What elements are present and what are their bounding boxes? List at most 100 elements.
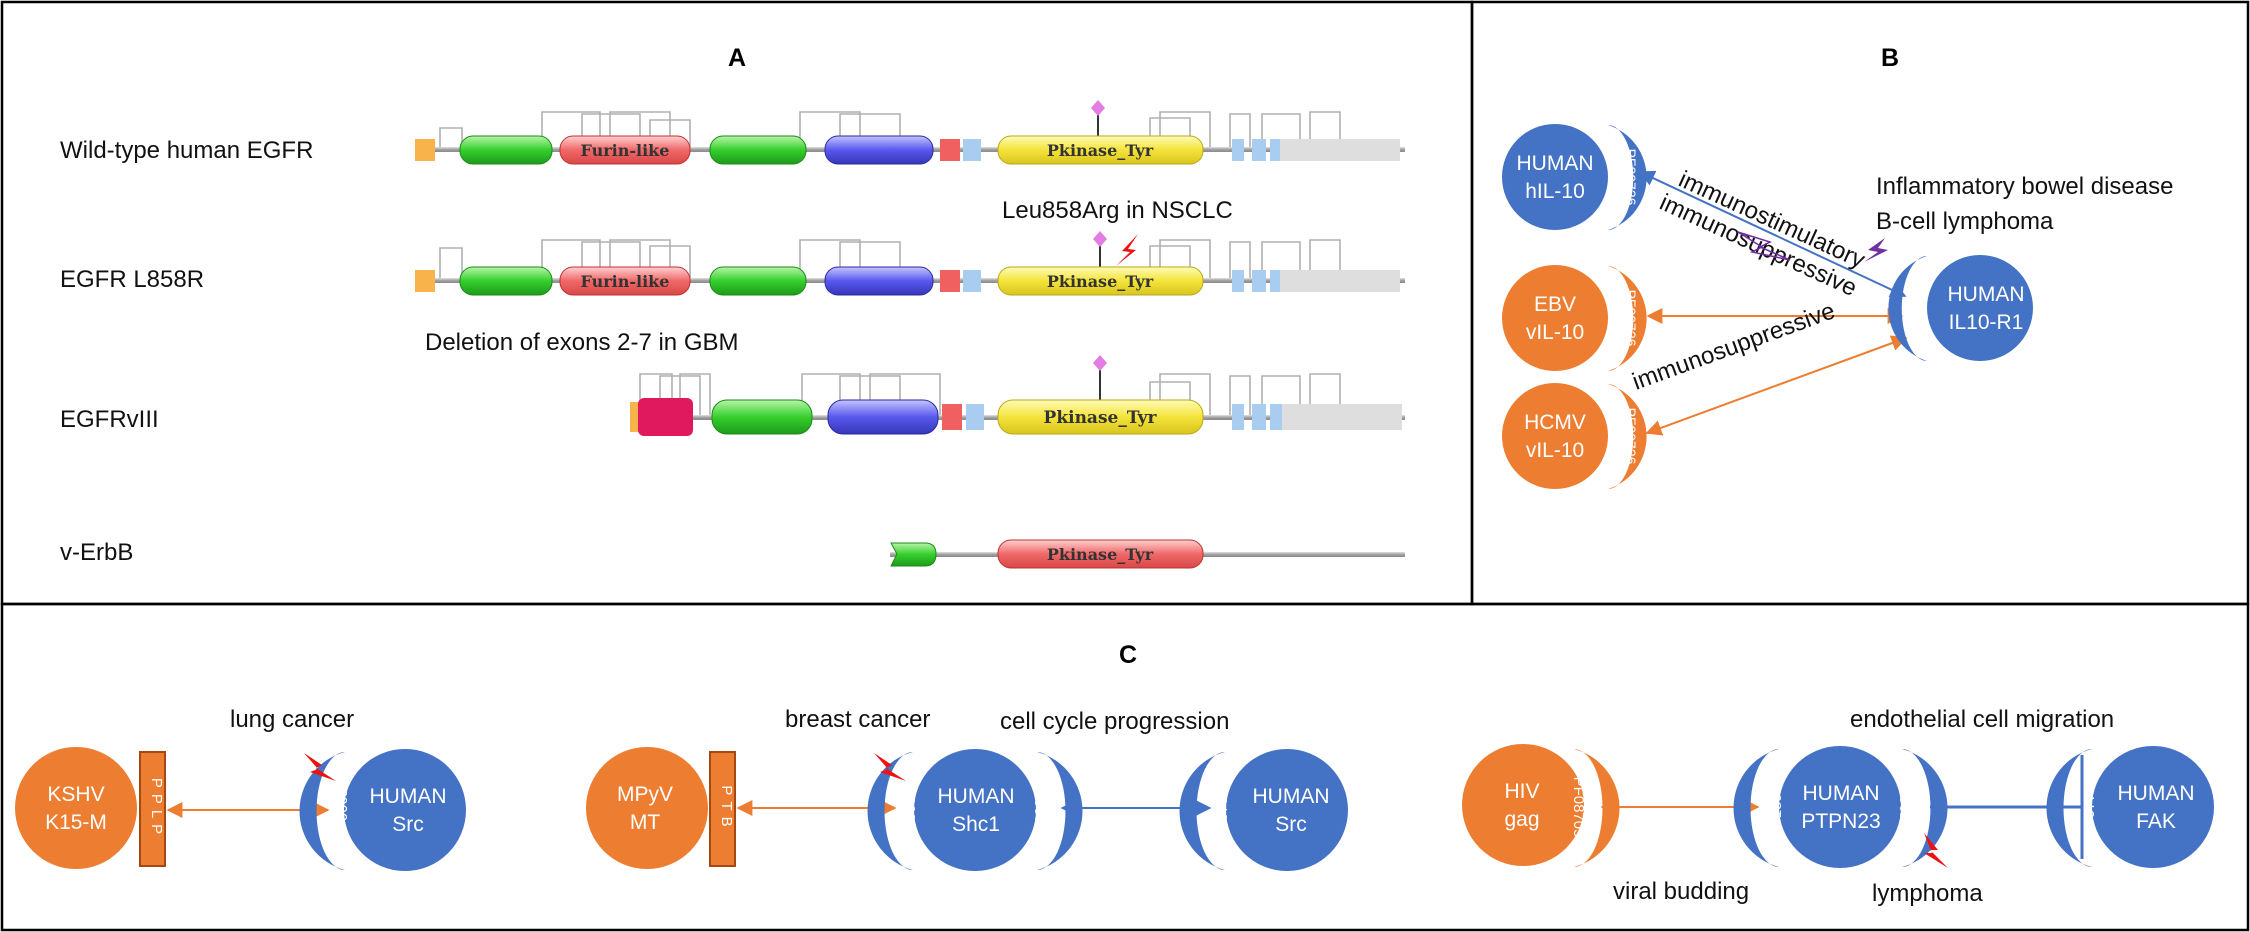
low-complexity-tail: [1282, 404, 1402, 430]
domain-label: PF00726: [1623, 290, 1639, 347]
interaction-hiv-ptpn23-fak: endothelial cell migration viral budding…: [1462, 706, 2214, 907]
receptor-l-fragment: [890, 542, 937, 567]
pkinase-tyr-domain: [997, 539, 1204, 569]
disease-label: Inflammatory bowel disease: [1876, 173, 2173, 200]
protein-row-egfrviii: Deletion of exons 2-7 in GBM EGFRvIII Pk…: [60, 329, 1405, 436]
domain-crescent: [1608, 384, 1647, 489]
pkinase-label: Pkinase_Tyr: [1047, 141, 1154, 160]
novel-junction: [638, 398, 693, 436]
interaction-mpyv-shc1-src: breast cancer cell cycle progression MPy…: [586, 706, 1348, 871]
edge-hcmv-il10r1: [1645, 335, 1908, 436]
panel-c-frame: [0, 602, 2250, 932]
node-line2: vIL-10: [1526, 439, 1584, 462]
transmembrane: [940, 270, 960, 292]
domain-label: PF00640: [902, 780, 919, 841]
exon-outline: [639, 373, 1341, 418]
edge-label-immunosuppressive: immunosuppressive: [1629, 297, 1839, 395]
domain-crescent: [1902, 749, 1948, 867]
receptor-l-domain: [709, 266, 807, 296]
low-complexity-tail: [1280, 270, 1400, 292]
node-line1: EBV: [1534, 293, 1576, 316]
low-complexity: [963, 139, 981, 161]
disease-label: lung cancer: [230, 706, 354, 733]
domain-label: PF00726: [1623, 408, 1639, 465]
protein-circle: [1462, 744, 1584, 866]
gf-recep-iv-domain: [824, 266, 934, 296]
protein-circle: [1502, 124, 1608, 230]
disorder-region: [1252, 270, 1266, 292]
mutation-note: Leu858Arg in NSCLC: [1002, 197, 1233, 224]
receptor-l-domain: [709, 135, 807, 165]
mutation-flash-icon: [1116, 234, 1138, 266]
domain-crescent: [299, 752, 345, 870]
disease-label: lymphoma: [1872, 880, 1983, 907]
panel-c: lung cancer KSHV K15-M PPLP PF00018 HUMA…: [15, 706, 2214, 907]
protein-circle: [344, 749, 466, 871]
domain-crescent: [1608, 125, 1647, 230]
node-human-hil10: HUMAN hIL-10 PF00726: [1502, 124, 1647, 230]
gf-recep-iv-domain: [824, 135, 934, 165]
pkinase-label: Pkinase_Tyr: [1044, 408, 1158, 428]
panel-b-title: B: [1881, 44, 1899, 72]
node-line1: HUMAN: [1803, 782, 1880, 805]
disorder-region: [1270, 404, 1284, 430]
node-ebv-vil10: EBV vIL-10 PF00726: [1502, 265, 1647, 371]
domain-crescent: [1037, 752, 1083, 870]
node-line1: HUMAN: [1253, 785, 1330, 808]
motif-label: PPLP: [148, 778, 165, 840]
protein-circle: [1779, 746, 1901, 868]
node-human-il10r1: HUMAN IL10-R1 PF01108: [1888, 255, 2033, 361]
node-line2: gag: [1504, 808, 1539, 831]
phosphosite-diamond: [1093, 231, 1107, 247]
transmembrane: [940, 139, 960, 161]
domain-crescent: [1608, 266, 1647, 371]
protein-row-wildtype: Wild-type human EGFR Furin-like Pkinase_…: [60, 100, 1405, 165]
red-flash-icon: [304, 753, 336, 781]
node-line1: HUMAN: [1517, 152, 1594, 175]
domain-label: PF13949: [1768, 777, 1785, 838]
signal-peptide: [415, 270, 435, 292]
panel-a-title: A: [728, 44, 746, 72]
disease-label: breast cancer: [785, 706, 930, 733]
domain-label: PF00018: [334, 780, 351, 841]
node-line2: IL10-R1: [1949, 311, 2024, 334]
process-label: endothelial cell migration: [1850, 706, 2114, 733]
domain-label: PF00726: [1623, 149, 1639, 206]
node-line2: hIL-10: [1525, 180, 1585, 203]
protein-circle: [914, 749, 1036, 871]
gf-recep-iv-domain: [827, 399, 939, 435]
node-line1: KSHV: [47, 783, 104, 806]
low-complexity: [966, 404, 984, 430]
node-line1: HUMAN: [2118, 782, 2195, 805]
pkinase-label: Pkinase_Tyr: [1047, 272, 1154, 291]
phosphosite-diamond: [1091, 100, 1105, 116]
pkinase-tyr-domain: [997, 399, 1204, 435]
domain-label: PF00017: [1031, 780, 1048, 841]
red-flash-icon: [874, 753, 906, 781]
protein-circle: [15, 747, 137, 869]
protein-circle: [586, 747, 708, 869]
edge-hil10-il10r1: [1638, 170, 1907, 298]
domain-label: PF01108: [1909, 280, 1925, 336]
protein-circle: [1502, 265, 1608, 371]
red-flash-icon: [1924, 833, 1948, 868]
node-line1: HIV: [1504, 780, 1539, 803]
domain-crescent: [1179, 752, 1225, 870]
node-line2: FAK: [2136, 810, 2176, 833]
node-line2: PTPN23: [1801, 810, 1880, 833]
domain-label: PF07714: [2081, 777, 2098, 838]
pkinase-tyr-domain: [997, 266, 1204, 296]
furin-like-label: Furin-like: [581, 272, 670, 291]
row-label: EGFR L858R: [60, 266, 204, 293]
protein-row-v-erbb: v-ErbB Pkinase_Tyr: [60, 539, 1405, 569]
row-label: EGFRvIII: [60, 406, 159, 433]
motif-box: [139, 751, 166, 867]
furin-like-domain: [559, 266, 691, 296]
node-line1: HUMAN: [1948, 283, 2025, 306]
protein-circle: [1226, 749, 1348, 871]
panel-a: Wild-type human EGFR Furin-like Pkinase_…: [60, 100, 1405, 569]
node-line2: Shc1: [952, 813, 1000, 836]
node-line2: MT: [630, 811, 660, 834]
purple-flash-icon: [1737, 231, 1791, 261]
exon-outline: [439, 239, 1341, 280]
